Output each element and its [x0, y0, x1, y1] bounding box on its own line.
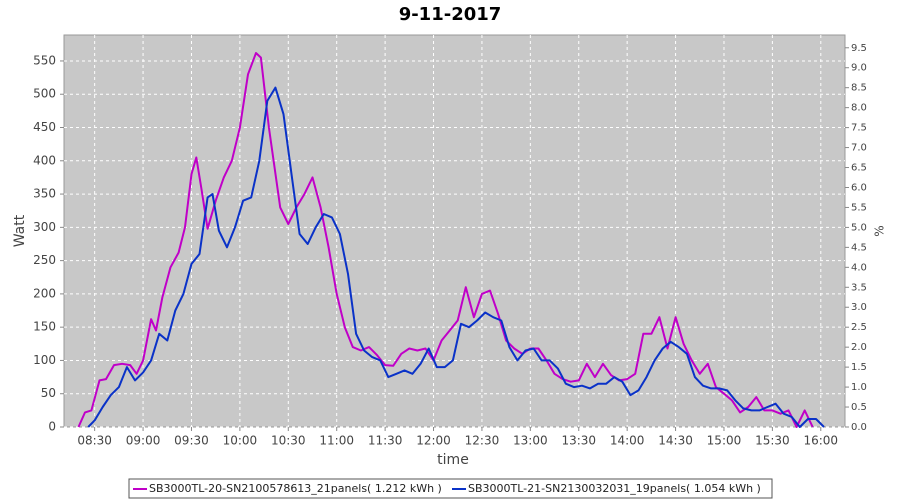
x-tick-label: 13:30: [561, 434, 596, 448]
x-tick-label: 14:00: [610, 434, 645, 448]
series-line: [87, 86, 825, 428]
y2-tick-label: 7.0: [851, 143, 867, 154]
x-tick-label: 15:30: [755, 434, 790, 448]
y-tick-label: 200: [33, 286, 56, 300]
y-tick-label: 500: [33, 87, 56, 101]
y2-tick-label: 3.5: [851, 282, 867, 293]
y2-tick-label: 6.0: [851, 182, 867, 193]
x-tick-label: 13:00: [513, 434, 548, 448]
y2-tick-label: 6.5: [851, 163, 867, 174]
y2-tick-label: 4.5: [851, 242, 867, 253]
y-tick-label: 350: [33, 187, 56, 201]
y2-tick-label: 3.0: [851, 302, 867, 313]
chart-title: 9-11-2017: [399, 4, 502, 25]
y2-tick-label: 5.5: [851, 202, 867, 213]
x-tick-label: 14:30: [658, 434, 693, 448]
y2-tick-label: 0.0: [851, 422, 867, 433]
y-tick-label: 450: [33, 120, 56, 134]
y-tick-label: 150: [33, 320, 56, 334]
x-tick-label: 11:00: [319, 434, 354, 448]
y2-axis-label: %: [873, 225, 887, 236]
legend-label: SB3000TL-21-SN2130032031_19panels( 1.054…: [468, 482, 761, 495]
x-tick-label: 09:30: [174, 434, 209, 448]
y-tick-label: 100: [33, 353, 56, 367]
x-tick-label: 10:00: [223, 434, 258, 448]
legend: [128, 478, 773, 499]
x-tick-label: 08:30: [77, 434, 112, 448]
y2-tick-label: 7.5: [851, 123, 867, 134]
y-tick-label: 550: [33, 53, 56, 67]
y-tick-label: 300: [33, 220, 56, 234]
y2-tick-label: 1.5: [851, 362, 867, 373]
x-tick-label: 12:30: [465, 434, 500, 448]
y2-tick-label: 2.0: [851, 342, 867, 353]
y-tick-label: 0: [48, 420, 56, 434]
y2-tick-label: 9.0: [851, 63, 867, 74]
x-axis-label: time: [437, 452, 469, 468]
x-tick-label: 11:30: [368, 434, 403, 448]
x-tick-label: 12:00: [416, 434, 451, 448]
plot-area: [63, 34, 846, 428]
y-tick-label: 50: [41, 386, 56, 400]
y2-tick-label: 5.0: [851, 222, 867, 233]
x-tick-label: 09:00: [126, 434, 161, 448]
y2-tick-label: 1.0: [851, 382, 867, 393]
x-tick-label: 16:00: [803, 434, 838, 448]
y2-tick-label: 8.5: [851, 83, 867, 94]
y2-tick-label: 8.0: [851, 103, 867, 114]
y-axis-label: Watt: [12, 214, 28, 247]
x-tick-label: 10:30: [271, 434, 306, 448]
y-tick-label: 400: [33, 153, 56, 167]
y2-tick-label: 4.0: [851, 262, 867, 273]
y2-tick-label: 2.5: [851, 322, 867, 333]
y2-tick-label: 9.5: [851, 43, 867, 54]
y-tick-label: 250: [33, 253, 56, 267]
y2-tick-label: 0.5: [851, 402, 867, 413]
legend-label: SB3000TL-20-SN2100578613_21panels( 1.212…: [149, 482, 442, 495]
x-tick-label: 15:00: [707, 434, 742, 448]
